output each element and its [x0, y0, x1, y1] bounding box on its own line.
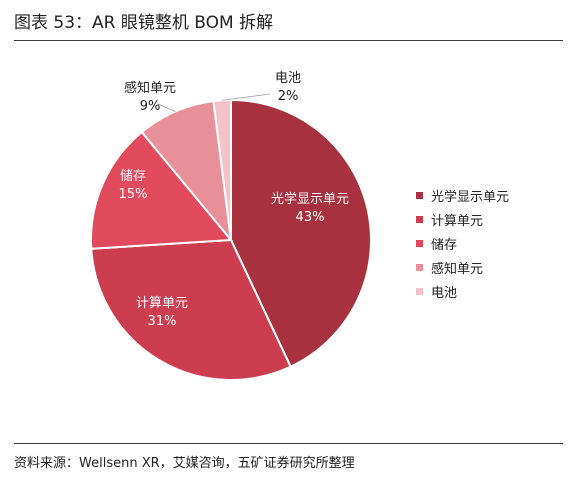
legend-label: 感知单元 — [431, 261, 484, 277]
legend-item: 计算单元 — [416, 207, 509, 231]
legend-item: 感知单元 — [416, 255, 509, 279]
slice-value-label: 15% — [119, 187, 148, 202]
legend-swatch — [416, 239, 423, 247]
legend-label: 电池 — [431, 285, 458, 301]
pie-slice — [212, 98, 232, 241]
legend-swatch — [416, 263, 423, 271]
top-divider — [14, 40, 563, 41]
legend-item: 电池 — [416, 279, 509, 303]
slice-value-label: 9% — [140, 99, 161, 114]
slice-label: 电池 — [275, 71, 301, 86]
legend-swatch — [416, 287, 423, 295]
legend-swatch — [416, 215, 423, 223]
slice-label: 感知单元 — [124, 80, 176, 96]
pie-slice — [90, 130, 234, 250]
slice-label: 计算单元 — [136, 296, 188, 311]
pie-slice — [140, 99, 233, 244]
slice-label: 光学显示单元 — [271, 191, 349, 207]
legend-item: 储存 — [416, 231, 509, 255]
legend-label: 计算单元 — [431, 213, 484, 229]
legend-swatch — [416, 191, 423, 199]
legend-label: 储存 — [431, 237, 458, 253]
bottom-divider — [14, 443, 563, 444]
pie-slices — [90, 98, 372, 381]
legend-label: 光学显示单元 — [431, 189, 510, 205]
slice-value-label: 2% — [278, 89, 299, 104]
pie-slice — [230, 98, 372, 369]
source-note: 资料来源：Wellsenn XR，艾媒咨询，五矿证券研究所整理 — [14, 456, 355, 471]
slice-value-label: 31% — [148, 314, 177, 329]
chart-legend: 光学显示单元 计算单元储存感知单元电池 — [416, 183, 509, 303]
legend-item: 光学显示单元 — [416, 183, 509, 207]
leader-line — [157, 103, 176, 112]
slice-value-label: 43% — [296, 210, 325, 225]
pie-slice — [90, 238, 292, 381]
leader-line — [222, 93, 271, 101]
pie-labels: 光学显示单元 43% 计算单元 31% 储存 15% 感知单元 9% 电池 2% — [119, 71, 349, 329]
chart-title: 图表 53：AR 眼镜整机 BOM 拆解 — [14, 13, 274, 33]
slice-label: 储存 — [120, 169, 146, 184]
